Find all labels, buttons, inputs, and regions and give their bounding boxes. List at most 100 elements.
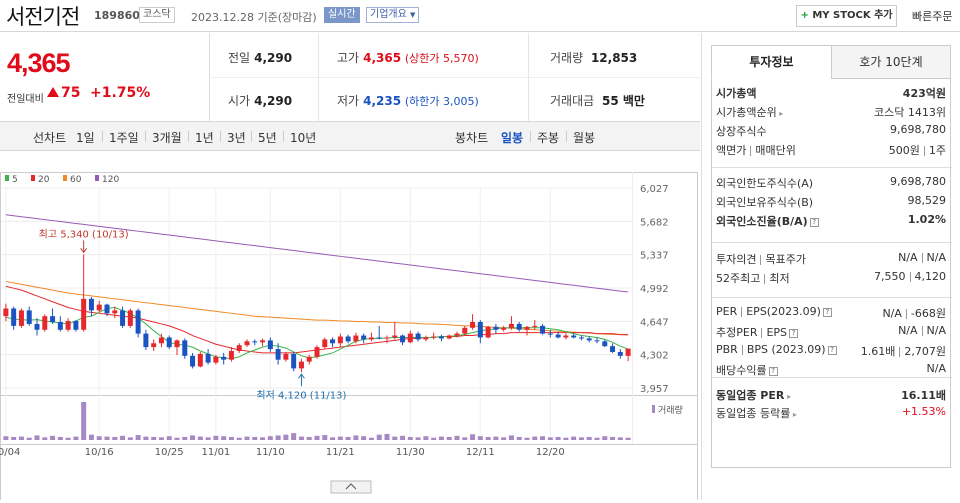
volume-bar: [112, 436, 118, 440]
info-row-value: 7,550 4,120: [874, 270, 946, 283]
candle-body: [88, 298, 94, 311]
volume-bar: [275, 435, 281, 440]
x-tick-label: 10/04: [0, 447, 20, 458]
candle-body: [563, 335, 569, 338]
tab-invest-info[interactable]: 투자정보: [711, 45, 832, 79]
tab-weekly[interactable]: 주봉: [529, 131, 560, 145]
candle-body: [291, 353, 297, 369]
arrow-right-icon: ▸: [784, 392, 792, 401]
volume-bar: [516, 436, 522, 440]
tab-3month[interactable]: 3개월: [145, 131, 182, 145]
tab-1year[interactable]: 1년: [188, 131, 214, 145]
volume-bar: [547, 437, 553, 440]
arrow-right-icon: ▸: [790, 410, 797, 419]
volume-bar: [384, 433, 390, 440]
tab-orderbook[interactable]: 호가 10단계: [831, 45, 951, 79]
volume-bar: [221, 436, 227, 440]
info-row-label: 최저: [769, 272, 790, 285]
tab-monthly[interactable]: 월봉: [565, 131, 596, 145]
tab-10year[interactable]: 10년: [282, 131, 317, 145]
info-row: 액면가 매매단위 500원 1주: [716, 142, 946, 158]
candle-body: [143, 333, 149, 348]
help-icon[interactable]: ?: [789, 328, 799, 338]
volume-bar: [415, 437, 421, 440]
tab-1week[interactable]: 1주일: [102, 131, 139, 145]
price-chart: 5 20 60 120 6,027 5,682 5,337 4,992 4,647 4,302 3,…: [0, 152, 700, 501]
candle-body: [571, 335, 577, 338]
tab-5year[interactable]: 5년: [251, 131, 277, 145]
info-row: 외국인한도주식수(A) 9,698,780: [716, 175, 946, 191]
candle-body: [283, 353, 289, 360]
candle-body: [431, 336, 437, 338]
down-arrow-icon: [80, 248, 88, 254]
info-row-label: 52주최고: [716, 272, 761, 285]
realtime-badge[interactable]: 실시간: [324, 7, 360, 23]
info-row: 배당수익률? N/A: [716, 362, 946, 378]
volume-bar: [143, 436, 149, 440]
candle-body: [493, 326, 499, 330]
tab-3year[interactable]: 3년: [220, 131, 246, 145]
info-row-value: 16.11배: [901, 389, 946, 402]
current-price-box: 4,365 전일대비 75 +1.75%: [0, 33, 210, 121]
candle-body: [205, 353, 211, 363]
candle-body: [540, 325, 546, 334]
candle-body: [610, 346, 616, 352]
volume-bar: [298, 436, 304, 440]
help-icon[interactable]: ?: [768, 366, 778, 376]
volume-bar: [252, 436, 258, 440]
up-arrow-icon: [298, 373, 305, 379]
volume-bar: [135, 435, 141, 440]
info-row-value: 500원 1주: [888, 144, 946, 157]
candle-body: [524, 326, 530, 330]
info-row-value: N/A N/A: [898, 251, 946, 264]
tab-1day[interactable]: 1일: [76, 131, 95, 145]
my-stock-add-button[interactable]: + MY STOCK 추가: [796, 5, 897, 27]
volume-bar: [182, 436, 188, 440]
candle-body: [104, 304, 110, 314]
stock-code: 189860: [94, 9, 140, 22]
candle-body: [345, 336, 351, 342]
candle-body: [112, 310, 118, 314]
info-row-label: 시가총액순위: [716, 106, 777, 119]
volume-bar: [330, 437, 336, 440]
volume-bar: [532, 436, 538, 440]
y-tick-label: 5,337: [640, 251, 669, 262]
legend-swatch: [31, 175, 35, 181]
y-tick-label: 4,302: [640, 351, 669, 362]
volume-bar: [88, 434, 94, 440]
candle-body: [470, 322, 476, 328]
info-row[interactable]: 동일업종 PER ▸ 16.11배: [716, 387, 946, 403]
volume-bar: [322, 435, 328, 440]
help-icon[interactable]: ?: [822, 307, 832, 317]
candle-body: [18, 310, 24, 326]
info-row-label: 동일업종 PER: [716, 389, 785, 402]
candle-body: [454, 333, 460, 336]
info-row-label: 외국인보유주식수(B): [716, 196, 814, 209]
info-row-label: 액면가: [716, 144, 747, 157]
candle-body: [190, 355, 196, 367]
volume-bar: [166, 436, 172, 440]
volume-bar: [236, 437, 242, 440]
quick-order-link[interactable]: 빠른주문: [912, 10, 953, 23]
candle-body: [376, 337, 382, 339]
candle-body: [244, 341, 250, 346]
my-stock-label: MY STOCK 추가: [812, 10, 893, 21]
company-info-button[interactable]: 기업개요 ▼: [366, 7, 420, 23]
info-row[interactable]: 동일업종 등락률 ▸ +1.53%: [716, 405, 946, 421]
volume-bar: [50, 435, 56, 440]
y-tick-label: 6,027: [640, 184, 669, 195]
info-row[interactable]: 시가총액순위 ▸ 코스닥 1413위: [716, 104, 946, 120]
tab-daily[interactable]: 일봉: [501, 131, 524, 145]
volume-bar: [392, 436, 398, 440]
candle-body: [11, 308, 17, 326]
volume-bar: [197, 436, 203, 440]
candle-body: [337, 336, 343, 344]
volume-bar: [602, 436, 608, 440]
help-icon[interactable]: ?: [827, 345, 837, 355]
help-icon[interactable]: ?: [809, 217, 819, 227]
info-row: 시가총액 423억원: [716, 85, 946, 101]
volume-bar: [438, 436, 444, 440]
volume-bar: [306, 436, 312, 440]
info-row: 외국인보유주식수(B) 98,529: [716, 194, 946, 210]
candle-body: [516, 323, 522, 330]
